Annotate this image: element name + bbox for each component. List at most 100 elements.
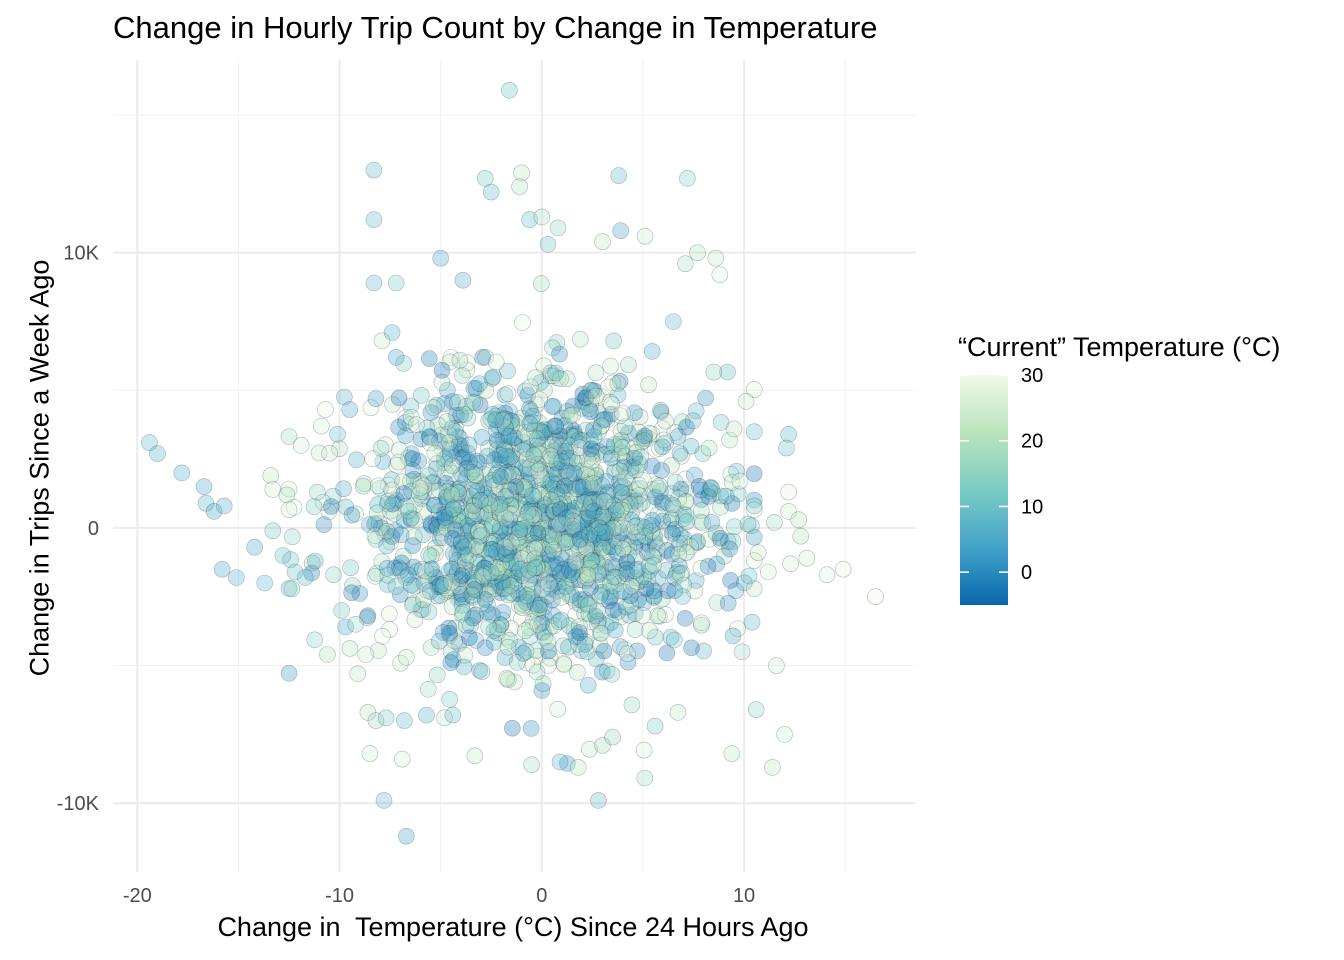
data-point xyxy=(457,397,475,415)
data-point xyxy=(438,488,455,506)
data-point xyxy=(538,512,556,529)
data-point xyxy=(528,442,546,460)
data-point xyxy=(431,578,449,596)
data-point xyxy=(447,532,464,549)
data-point xyxy=(627,569,644,587)
data-point xyxy=(623,505,640,522)
data-point xyxy=(547,417,564,435)
data-point xyxy=(544,339,561,357)
data-point xyxy=(636,527,654,545)
data-point xyxy=(470,540,488,558)
data-point xyxy=(553,589,570,606)
data-point xyxy=(677,480,694,498)
data-point xyxy=(557,443,574,460)
data-point xyxy=(561,489,578,507)
data-point xyxy=(285,498,303,516)
data-point xyxy=(677,493,695,510)
data-point xyxy=(524,524,542,542)
data-point xyxy=(667,520,684,538)
data-point xyxy=(596,558,614,576)
data-point xyxy=(658,541,676,559)
data-point xyxy=(577,594,595,612)
data-point xyxy=(621,587,639,604)
data-point xyxy=(743,613,761,631)
data-point xyxy=(485,567,503,585)
data-point xyxy=(500,572,518,590)
data-point xyxy=(371,479,389,497)
data-point xyxy=(583,552,601,570)
data-point xyxy=(605,505,623,523)
data-point xyxy=(530,599,548,617)
data-point xyxy=(531,491,549,509)
data-point xyxy=(693,614,710,632)
data-point xyxy=(402,509,420,527)
data-point xyxy=(578,550,596,568)
data-point xyxy=(548,334,566,351)
data-point xyxy=(623,511,641,529)
data-point xyxy=(526,506,544,524)
data-point xyxy=(542,367,560,385)
data-point xyxy=(674,588,692,605)
data-point xyxy=(480,618,497,636)
data-point xyxy=(494,558,511,576)
data-point xyxy=(646,534,664,551)
data-point xyxy=(513,500,531,518)
data-point xyxy=(514,314,531,331)
data-point xyxy=(546,566,563,584)
data-point xyxy=(526,498,544,515)
data-point xyxy=(593,388,611,405)
data-point xyxy=(545,536,563,554)
data-point xyxy=(441,626,459,644)
data-point xyxy=(511,560,529,578)
data-point xyxy=(664,313,682,330)
data-point xyxy=(494,416,512,434)
data-point xyxy=(362,399,380,417)
data-point xyxy=(485,368,502,386)
data-point xyxy=(434,440,451,458)
data-point xyxy=(598,438,616,455)
data-point xyxy=(546,448,564,466)
data-point xyxy=(570,431,587,448)
data-point xyxy=(433,524,450,542)
data-point xyxy=(609,508,627,526)
legend-tick-label: 10 xyxy=(1021,496,1043,518)
data-point xyxy=(670,490,688,507)
data-point xyxy=(412,601,430,619)
data-point xyxy=(507,467,525,484)
data-point xyxy=(492,468,509,486)
data-point xyxy=(500,467,517,485)
data-point xyxy=(548,465,565,482)
data-point xyxy=(541,486,558,504)
data-point xyxy=(400,449,417,467)
data-point xyxy=(479,585,496,603)
data-point xyxy=(493,568,511,586)
data-point xyxy=(500,481,518,499)
data-point xyxy=(624,440,642,458)
data-point xyxy=(501,511,518,529)
data-point xyxy=(437,475,455,492)
data-point xyxy=(492,616,510,634)
data-point xyxy=(492,555,510,573)
data-point xyxy=(484,406,501,423)
data-point xyxy=(626,518,644,535)
data-point xyxy=(621,492,639,510)
data-point xyxy=(606,460,624,478)
data-point xyxy=(581,740,598,758)
data-point xyxy=(531,466,548,484)
data-point xyxy=(625,489,643,506)
data-point xyxy=(577,389,595,407)
data-point xyxy=(594,576,612,594)
data-point xyxy=(465,571,483,588)
data-point xyxy=(519,482,536,500)
data-point xyxy=(501,632,518,649)
data-point xyxy=(703,514,721,531)
data-point xyxy=(583,501,601,519)
data-point xyxy=(564,563,581,581)
data-point xyxy=(430,512,448,529)
data-point xyxy=(515,589,533,607)
data-point xyxy=(491,496,508,513)
data-point xyxy=(604,522,622,540)
data-point xyxy=(572,506,590,524)
data-point xyxy=(521,211,539,228)
